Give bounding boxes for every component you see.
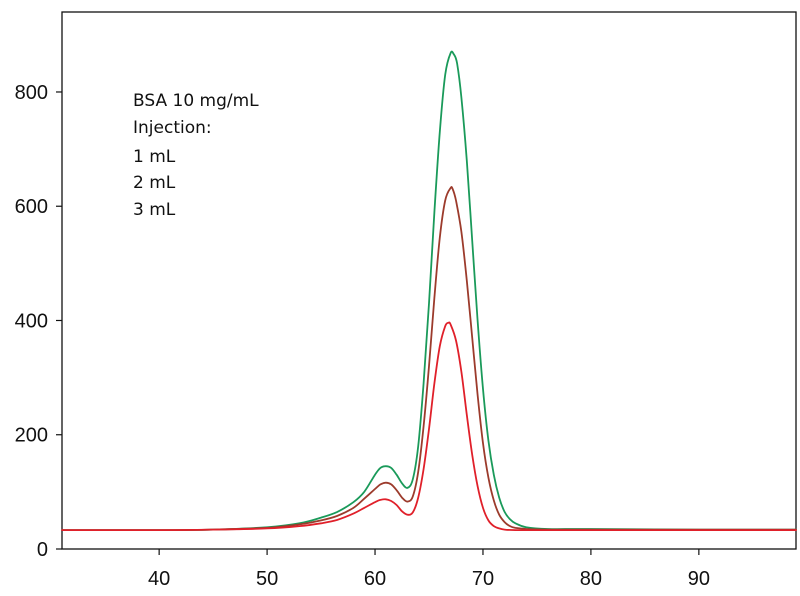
annotation-line-injection: Injection: (133, 118, 212, 138)
annotation-block: BSA 10 mg/mL Injection: 1 mL 2 mL 3 mL (133, 91, 259, 220)
x-tick-label: 60 (364, 568, 386, 590)
y-tick-label: 400 (15, 310, 48, 332)
annotation-line-1ml: 1 mL (133, 147, 176, 167)
series-line-3-ml (61, 50, 797, 532)
x-tick-label: 70 (472, 568, 494, 590)
annotation-line-sample: BSA 10 mg/mL (133, 91, 259, 111)
series-group (61, 50, 797, 532)
x-tick-label: 90 (688, 568, 710, 590)
series-line-2-ml (61, 186, 797, 532)
annotation-line-3ml: 3 mL (133, 200, 176, 220)
x-tick-label: 40 (148, 568, 170, 590)
y-tick-label: 600 (15, 196, 48, 218)
y-tick-label: 800 (15, 82, 48, 104)
annotation-line-2ml: 2 mL (133, 173, 176, 193)
series-line-1-ml (61, 321, 797, 532)
x-tick-label: 50 (256, 568, 278, 590)
axes (61, 11, 797, 550)
x-tick-label: 80 (580, 568, 602, 590)
y-tick-label: 200 (15, 425, 48, 447)
plot-frame (61, 11, 797, 550)
ticks: 40 50 60 70 80 90 0 200 400 600 800 (15, 82, 710, 590)
y-tick-label: 0 (37, 539, 48, 561)
